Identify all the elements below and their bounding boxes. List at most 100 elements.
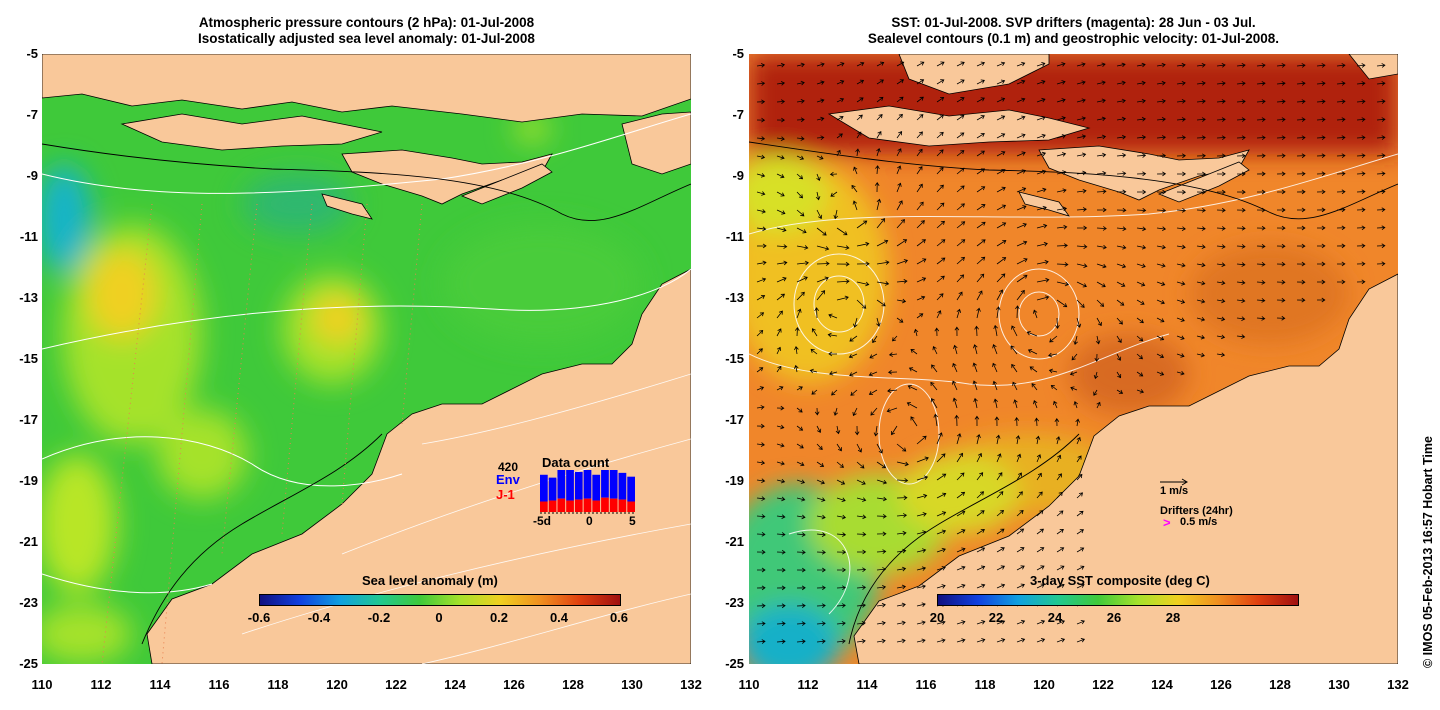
velocity-arrow: [976, 221, 986, 229]
drifters-key-label: 0.5 m/s: [1180, 516, 1218, 528]
velocity-arrow: [1056, 134, 1067, 139]
velocity-arrow: [828, 313, 838, 319]
velocity-arrow: [956, 291, 963, 301]
velocity-arrow: [1096, 244, 1107, 250]
velocity-arrow: [896, 620, 906, 626]
velocity-arrow: [776, 227, 787, 233]
velocity-arrow: [1316, 99, 1326, 104]
sst-colorbar-tick: 20: [929, 610, 945, 625]
velocity-arrow: [994, 416, 1000, 427]
velocity-arrow: [1296, 81, 1306, 86]
velocity-arrow: [996, 565, 1006, 571]
velocity-arrow: [1236, 81, 1246, 86]
velocity-arrow: [1376, 189, 1386, 195]
velocity-arrow: [1036, 151, 1047, 157]
velocity-arrow: [836, 532, 847, 537]
velocity-arrow: [952, 380, 958, 391]
velocity-arrow: [816, 425, 822, 433]
right-title: SST: 01-Jul-2008. SVP drifters (magenta)…: [749, 15, 1398, 47]
velocity-arrow: [1376, 171, 1386, 176]
velocity-arrow: [1116, 299, 1125, 306]
sla-land: [42, 54, 691, 664]
velocity-arrow: [896, 513, 908, 518]
velocity-arrow: [996, 510, 1005, 517]
velocity-arrow: [1236, 189, 1246, 195]
velocity-arrow: [1116, 245, 1127, 250]
velocity-arrow: [1096, 281, 1106, 288]
velocity-arrow: [796, 291, 805, 301]
velocity-arrow: [756, 514, 766, 519]
velocity-arrow: [887, 388, 898, 394]
velocity-arrow: [952, 397, 958, 409]
velocity-arrow: [1096, 401, 1101, 409]
velocity-arrow: [756, 496, 766, 501]
velocity-arrow: [896, 298, 907, 304]
velocity-arrow: [1276, 117, 1286, 122]
velocity-arrow: [976, 168, 986, 175]
velocity-arrow: [1276, 279, 1286, 285]
velocity-arrow: [876, 443, 883, 454]
velocity-arrow: [1276, 171, 1286, 177]
velocity-arrow: [1156, 153, 1167, 158]
velocity-arrow: [1236, 63, 1246, 68]
velocity-arrow: [1356, 225, 1366, 231]
velocity-arrow: [836, 585, 846, 591]
velocity-arrow: [996, 97, 1006, 103]
velocity-arrow: [756, 81, 766, 86]
velocity-arrow: [811, 389, 818, 395]
velocity-arrow: [756, 154, 766, 160]
velocity-arrow: [1256, 117, 1266, 122]
velocity-arrow: [1036, 619, 1046, 625]
velocity-arrow: [1116, 226, 1127, 232]
left-x-tick: 128: [562, 677, 584, 692]
velocity-arrow: [1356, 81, 1366, 86]
velocity-arrow: [996, 472, 1003, 481]
velocity-arrow: [1276, 243, 1286, 249]
velocity-arrow: [1096, 299, 1105, 307]
velocity-arrow: [1036, 277, 1050, 283]
velocity-arrow: [1176, 370, 1185, 376]
velocity-arrow: [796, 173, 804, 180]
velocity-arrow: [1056, 62, 1066, 67]
velocity-arrow: [856, 531, 867, 537]
velocity-arrow: [1336, 99, 1346, 104]
left-x-tick: 116: [208, 677, 230, 692]
velocity-arrow: [1116, 134, 1127, 140]
velocity-arrow: [1076, 225, 1088, 231]
velocity-arrow: [1016, 638, 1026, 643]
velocity-arrow: [816, 621, 826, 626]
velocity-arrow: [996, 222, 1007, 229]
velocity-arrow: [1316, 117, 1326, 122]
velocity-arrow: [836, 549, 847, 555]
left-x-tick: 124: [444, 677, 466, 692]
velocity-arrow: [1176, 117, 1186, 122]
velocity-arrow: [1196, 153, 1206, 159]
velocity-arrow: [896, 96, 904, 103]
right-x-tick: 118: [974, 677, 996, 692]
velocity-arrow: [1116, 171, 1127, 176]
velocity-arrow: [1296, 243, 1306, 249]
velocity-arrow: [1236, 225, 1246, 231]
right-y-tick: -13: [725, 290, 744, 305]
velocity-arrow: [976, 510, 985, 517]
velocity-arrow: [1216, 226, 1226, 231]
velocity-arrow: [956, 97, 965, 103]
velocity-arrow: [1156, 171, 1167, 177]
velocity-arrow: [1036, 241, 1048, 247]
data-count-env-bar: [618, 472, 627, 500]
velocity-arrow: [1156, 135, 1167, 140]
velocity-arrow: [916, 79, 925, 85]
velocity-arrow: [793, 364, 799, 373]
velocity-arrow: [868, 371, 878, 377]
velocity-arrow: [856, 567, 867, 573]
velocity-arrow: [829, 171, 838, 177]
velocity-arrow: [1056, 152, 1067, 157]
velocity-arrow: [876, 218, 886, 229]
velocity-arrow: [876, 130, 882, 139]
velocity-arrow: [1316, 297, 1326, 303]
velocity-arrow: [1056, 188, 1067, 193]
velocity-arrow: [1093, 371, 1099, 380]
velocity-arrow: [828, 351, 838, 357]
velocity-arrow: [995, 434, 1001, 445]
velocity-arrow: [873, 425, 879, 437]
